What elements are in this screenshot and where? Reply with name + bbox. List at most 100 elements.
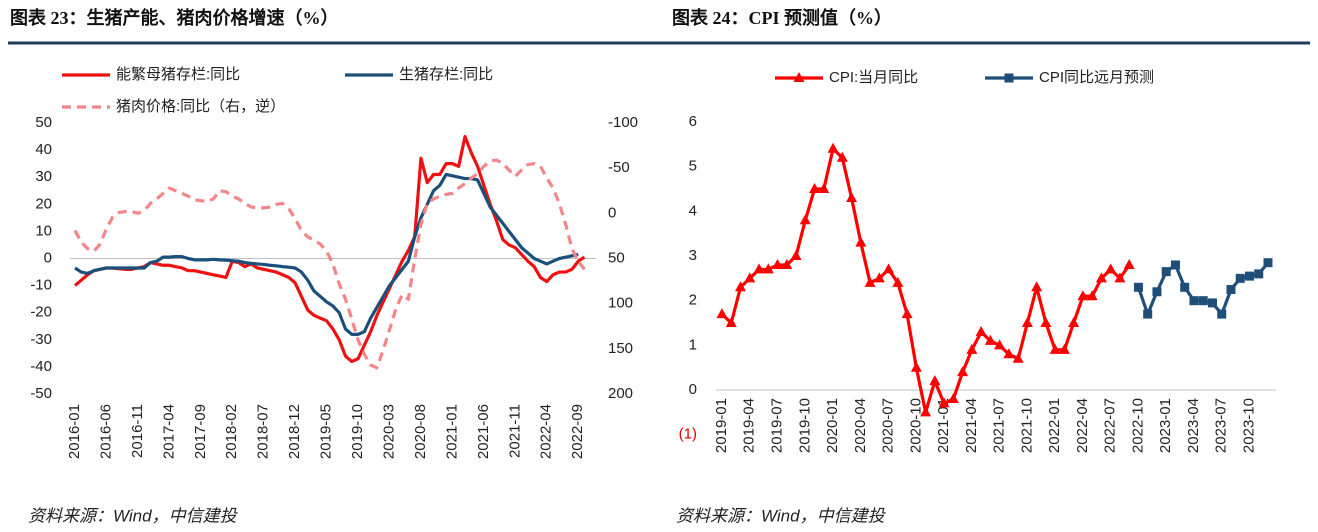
x-tick-label: 2019-05 [318,404,335,459]
point-marker [1031,281,1043,292]
point-marker [1086,290,1098,301]
y-tick-label: (1) [679,426,697,443]
point-marker [1180,282,1190,292]
x-tick-label: 2020-07 [880,398,897,453]
point-marker [818,183,830,194]
point-marker [1235,273,1245,283]
point-marker [910,361,922,372]
x-tick-label: 2022-09 [569,404,586,459]
x-tick-label: 2018-07 [255,404,272,459]
point-marker [1095,272,1107,283]
x-tick-label: 2018-02 [223,404,240,459]
point-marker [1105,263,1117,274]
point-marker [772,258,784,269]
y-tick-label: 4 [689,202,697,219]
series-line [74,172,579,336]
point-marker [873,272,885,283]
point-marker [1217,309,1227,319]
x-tick-label: 2020-03 [380,404,397,459]
x-tick-label: 2019-10 [349,404,366,459]
point-marker [984,334,996,345]
point-marker [716,308,728,319]
point-marker [938,397,950,408]
point-marker [799,214,811,225]
point-marker [994,339,1006,350]
point-marker [1040,317,1052,328]
y-tick-label: -40 [30,358,52,375]
x-tick-label: 2019-07 [768,398,785,453]
y-tick-label: 50 [35,114,52,131]
x-tick-label: 2021-04 [963,398,980,453]
point-marker [827,142,839,153]
legend-label: 生猪存栏:同比 [399,66,493,83]
point-marker [1021,317,1033,328]
point-marker [753,263,765,274]
x-tick-label: 2022-10 [1129,398,1146,453]
x-tick-label: 2016-01 [66,404,83,459]
x-tick-label: 2020-04 [852,398,869,453]
x-tick-label: 2023-01 [1157,398,1174,453]
y2-tick-label: 150 [608,340,633,357]
point-marker [781,258,793,269]
point-marker [1189,296,1199,306]
point-marker [975,325,987,336]
point-marker [1049,343,1061,354]
legend-marker [793,72,805,82]
x-tick-label: 2020-10 [907,398,924,453]
legend-label: 能繁母猪存栏:同比 [116,66,240,83]
point-marker [735,281,747,292]
point-marker [1077,290,1089,301]
point-marker [892,276,904,287]
y-tick-label: 6 [689,113,697,130]
y2-tick-label: 200 [608,385,633,402]
x-tick-label: 2016-06 [97,404,114,459]
y-tick-label: -10 [30,277,52,294]
y-tick-label: 2 [689,292,697,309]
x-tick-label: 2021-01 [935,398,952,453]
x-tick-label: 2017-09 [192,404,209,459]
point-marker [1254,269,1264,279]
y-tick-label: -30 [30,331,52,348]
y2-tick-label: 100 [608,295,633,312]
y-tick-label: 40 [35,141,52,158]
y-tick-label: 1 [689,336,697,353]
point-marker [1133,282,1143,292]
point-marker [1114,272,1126,283]
point-marker [864,276,876,287]
series-line [73,134,586,364]
point-marker [790,250,802,261]
y2-tick-label: 50 [608,249,625,266]
point-marker [846,191,858,202]
point-marker [1263,258,1273,268]
point-marker [1244,271,1254,281]
point-marker [1068,317,1080,328]
legend-label: 猪肉价格:同比（右，逆） [116,98,285,115]
x-tick-label: 2023-07 [1213,398,1230,453]
point-marker [1058,343,1070,354]
point-marker [725,317,737,328]
point-marker [883,263,895,274]
series-line [720,147,1131,414]
x-tick-label: 2021-07 [991,398,1008,453]
y-tick-label: 3 [689,247,697,264]
x-tick-label: 2019-01 [713,398,730,453]
point-marker [929,375,941,386]
x-tick-label: 2022-01 [1046,398,1063,453]
x-tick-label: 2022-04 [538,404,555,459]
x-tick-label: 2023-10 [1240,398,1257,453]
y2-tick-label: -100 [608,114,638,131]
x-tick-label: 2020-01 [824,398,841,453]
x-tick-label: 2018-12 [286,404,303,459]
legend-label: CPI同比远月预测 [1039,69,1154,86]
point-marker [762,263,774,274]
y-tick-label: 10 [35,222,52,239]
source-note: 资料来源：Wind，中信建投 [676,506,887,525]
point-marker [920,406,932,417]
point-marker [1207,298,1217,308]
point-marker [1198,296,1208,306]
y-tick-label: 30 [35,168,52,185]
x-tick-label: 2020-08 [412,404,429,459]
x-tick-label: 2016-11 [129,404,146,458]
series-line [73,158,586,370]
